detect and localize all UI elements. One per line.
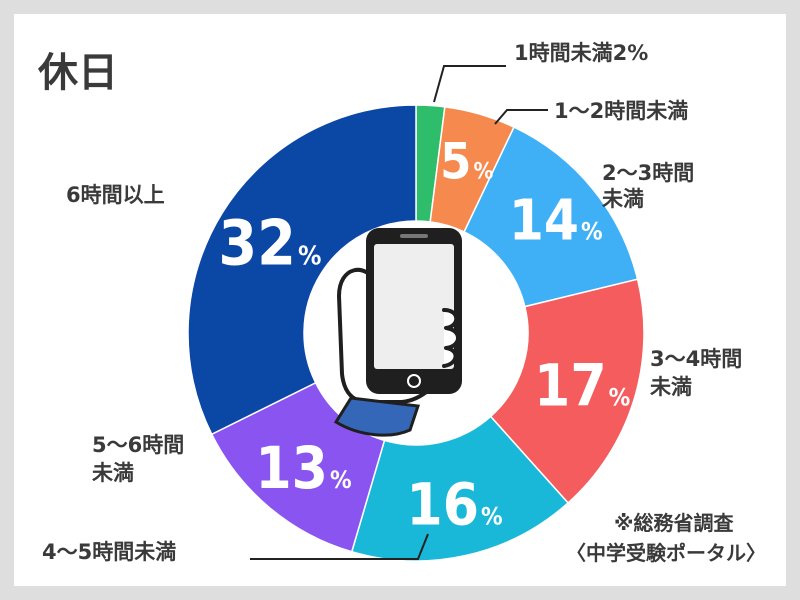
category-label: 未満 <box>92 461 134 485</box>
leader-line <box>433 65 506 103</box>
category-label: 4〜5時間未満 <box>42 540 176 564</box>
category-label: 1〜2時間未満 <box>554 99 688 123</box>
category-label: 2〜3時間 <box>602 161 694 185</box>
donut-chart: 5%14%17%16%13%32% 1時間未満2%1〜2時間未満2〜3時間未満3… <box>37 41 766 565</box>
slice-value-label: 14% <box>509 189 603 254</box>
source-note: ※総務省調査 <box>614 511 733 535</box>
category-label: 1時間未満2% <box>514 41 648 65</box>
slice-value-label: 32% <box>218 207 321 280</box>
chart-card: 5% 14% 17% 16% 13% 32% 1時間未満2% 1〜2時間未満 2〜3時間 未満 3… <box>14 14 786 586</box>
leader-line <box>494 109 548 125</box>
slice-value-label: 17% <box>534 352 630 420</box>
hand-holding-smartphone-icon <box>333 228 462 437</box>
value-labels-group: 5% 14% 17% 16% 13% 32% <box>218 132 630 538</box>
callouts-group: 1時間未満2%1〜2時間未満2〜3時間未満3〜4時間未満4〜5時間未満5〜6時間… <box>42 41 742 564</box>
category-label: 6時間以上 <box>66 183 165 207</box>
category-label: 未満 <box>650 375 692 399</box>
slices-group <box>187 104 645 562</box>
category-label: 5〜6時間 <box>92 433 184 457</box>
category-label: 未満 <box>602 187 644 211</box>
leader-lines-group <box>250 65 548 560</box>
slice-value-label: 5% <box>440 132 493 190</box>
page-title: 休日 <box>37 50 118 96</box>
slice-value-label: 16% <box>406 471 502 539</box>
source-name: 〈中学受験ポータル〉 <box>566 541 766 565</box>
slice-value-label: 13% <box>255 434 351 502</box>
leader-line <box>250 533 429 560</box>
category-label: 3〜4時間 <box>650 347 742 371</box>
